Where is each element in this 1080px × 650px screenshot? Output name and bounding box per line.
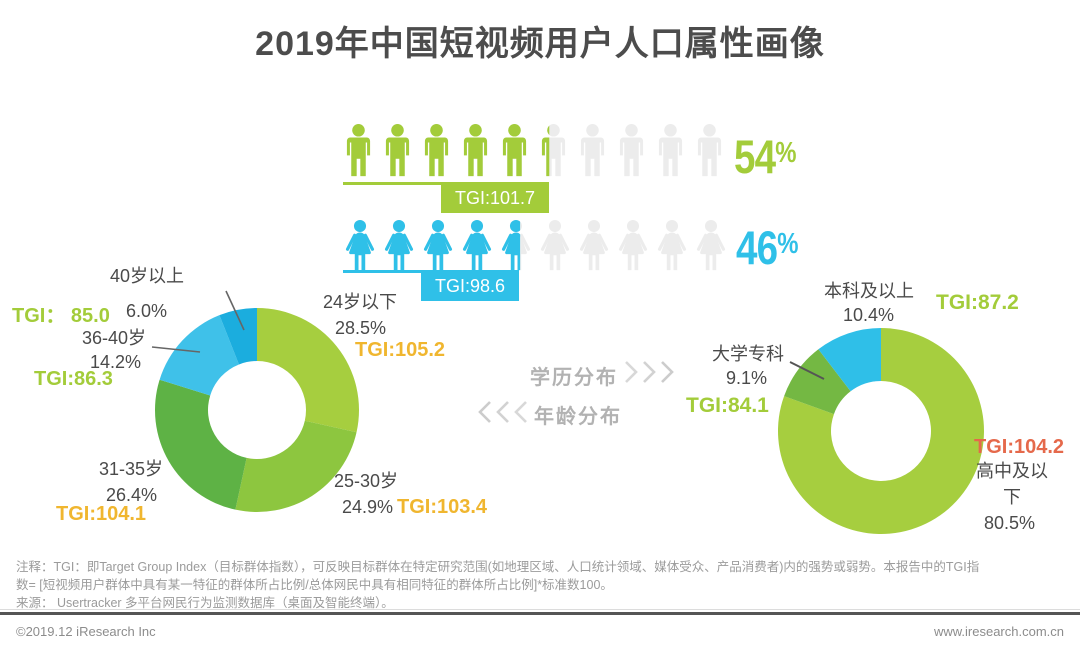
age-tgi-40plus: TGI： 85.0 — [12, 305, 110, 327]
edu-label-bachelor: 本科及以上 — [824, 281, 914, 301]
male-icons-filled — [343, 124, 550, 178]
male-tgi-badge: TGI:101.7 — [440, 185, 549, 213]
female-person-icon — [345, 220, 375, 271]
age-pct-under24: 28.5% — [335, 318, 387, 338]
age-pct-2530: 24.9% — [342, 497, 394, 517]
flow-label-education: 学历分布 — [530, 367, 618, 389]
page-title: 2019年中国短视频用户人口属性画像 — [255, 25, 825, 63]
female-person-icon — [540, 220, 570, 271]
education-distribution-slice-大学专科 — [784, 349, 851, 415]
age-distribution-slice-31-35岁 — [155, 379, 247, 510]
chevrons-left-icon — [478, 401, 527, 423]
age-distribution-slice-36-40岁 — [159, 315, 239, 396]
age-pct-3135: 26.4% — [106, 485, 158, 505]
note-line-3: 来源： Usertracker 多平台网民行为监测数据库（桌面及智能终端）。 — [16, 596, 394, 610]
percent-sign: % — [777, 227, 798, 260]
age-label-40plus: 40岁以上 — [110, 266, 185, 286]
female-person-icon — [423, 220, 453, 271]
male-person-icon — [502, 124, 527, 177]
female-tgi-badge: TGI:98.6 — [420, 273, 519, 301]
age-tgi-2530: TGI:103.4 — [397, 496, 488, 518]
footer-copyright: ©2019.12 iResearch Inc — [16, 624, 156, 639]
age-tgi-3135: TGI:104.1 — [56, 503, 147, 525]
education-distribution-slice-本科及以上 — [818, 328, 881, 392]
male-person-icon — [658, 124, 683, 177]
male-person-icon — [541, 125, 550, 177]
male-person-icon — [346, 124, 371, 177]
age-pct-40plus: 6.0% — [126, 301, 168, 321]
footer-divider-light — [0, 609, 1080, 610]
female-person-icon — [384, 220, 414, 271]
female-person-icon — [618, 220, 648, 271]
male-tgi-bar: TGI:101.7 — [343, 182, 549, 213]
age-donut-chart — [155, 308, 359, 512]
edu-tgi-bachelor: TGI:87.2 — [936, 291, 1019, 314]
age-distribution-slice-25-30岁 — [235, 420, 357, 512]
age-distribution-slice-24岁以下 — [257, 308, 359, 433]
note-line-2: 数= [短视频用户群体中具有某一特征的群体所占比例/总体网民中具有相同特征的群体… — [16, 578, 613, 592]
age-label-3640: 36-40岁 — [82, 328, 147, 348]
footer-divider-dark — [0, 612, 1080, 615]
education-distribution-slice-高中及以下 — [778, 328, 984, 534]
age-tgi-3640: TGI:86.3 — [34, 368, 113, 390]
edu-pct-bachelor: 10.4% — [843, 305, 895, 325]
female-person-icon — [657, 220, 687, 271]
male-person-icon — [463, 124, 488, 177]
female-pictograph — [343, 220, 726, 276]
male-person-icon — [385, 124, 410, 177]
female-person-icon — [501, 220, 521, 271]
edu-tgi-college: TGI:84.1 — [686, 394, 769, 417]
female-person-icon — [579, 220, 609, 271]
education-donut-chart — [778, 328, 984, 534]
female-tgi-bar: TGI:98.6 — [343, 270, 519, 301]
edu-tgi-highschool: TGI:104.2 — [974, 436, 1065, 458]
note-line-1: 注释：TGI：即Target Group Index（目标群体指数），可反映目标… — [16, 560, 980, 574]
flow-label-age: 年龄分布 — [534, 406, 622, 428]
age-label-2530: 25-30岁 — [334, 471, 399, 491]
female-person-icon — [462, 220, 492, 271]
edu-pct-college: 9.1% — [726, 368, 768, 388]
footer-website-link[interactable]: www.iresearch.com.cn — [933, 624, 1064, 639]
male-person-icon — [619, 124, 644, 177]
edu-label-highschool: 高中及以下 — [976, 461, 1048, 507]
age-label-3135: 31-35岁 — [99, 459, 164, 479]
male-person-icon — [580, 124, 605, 177]
chevrons-right-icon — [625, 361, 674, 383]
male-percent-value: 54% — [734, 130, 796, 183]
age-label-under24: 24岁以下 — [323, 292, 398, 312]
edu-pct-highschool: 80.5% — [984, 513, 1036, 533]
edu-label-college: 大学专科 — [712, 344, 784, 364]
female-person-icon — [696, 220, 726, 271]
female-percent-value: 46% — [736, 221, 798, 274]
female-icons-filled — [343, 220, 521, 272]
male-pictograph — [343, 124, 725, 182]
male-person-icon — [697, 124, 722, 177]
percent-sign: % — [775, 136, 796, 169]
age-tgi-under24: TGI:105.2 — [355, 339, 446, 361]
male-person-icon — [424, 124, 449, 177]
age-pct-3640: 14.2% — [90, 352, 142, 372]
